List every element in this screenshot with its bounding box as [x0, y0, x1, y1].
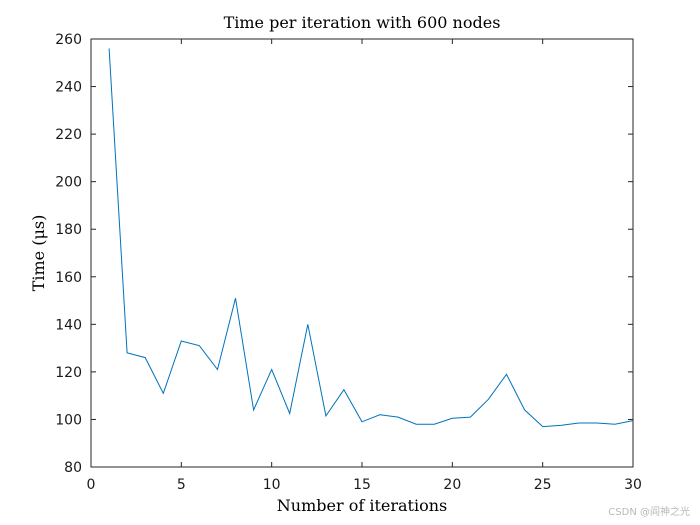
- y-axis-label: Time (μs): [29, 215, 48, 292]
- chart-title: Time per iteration with 600 nodes: [224, 13, 501, 32]
- y-tick-label: 100: [55, 412, 82, 428]
- axis-ticks: [90, 38, 634, 468]
- x-tick-label: 0: [87, 477, 96, 493]
- x-axis-label: Number of iterations: [277, 496, 447, 515]
- y-tick-label: 240: [55, 80, 82, 96]
- y-tick-label: 160: [55, 270, 82, 286]
- x-tick-label: 30: [624, 477, 642, 493]
- y-tick-label: 120: [55, 365, 82, 381]
- series-line: [108, 48, 634, 428]
- x-tick-labels: 0 5 10 15 20 25 30: [87, 477, 642, 493]
- watermark: CSDN @阎神之光: [608, 505, 690, 518]
- y-tick-label: 140: [55, 317, 82, 333]
- x-tick-label: 15: [353, 477, 371, 493]
- plot-area: [90, 38, 634, 468]
- x-tick-label: 5: [177, 477, 186, 493]
- y-tick-label: 180: [55, 222, 82, 238]
- x-tick-label: 25: [534, 477, 552, 493]
- y-tick-label: 260: [55, 32, 82, 48]
- x-tick-label: 10: [263, 477, 281, 493]
- x-tick-label: 20: [443, 477, 461, 493]
- y-tick-label: 80: [64, 460, 82, 476]
- y-tick-label: 200: [55, 175, 82, 191]
- y-tick-labels: 80 100 120 140 160 180 200 220 240 260: [55, 32, 82, 476]
- y-tick-label: 220: [55, 127, 82, 143]
